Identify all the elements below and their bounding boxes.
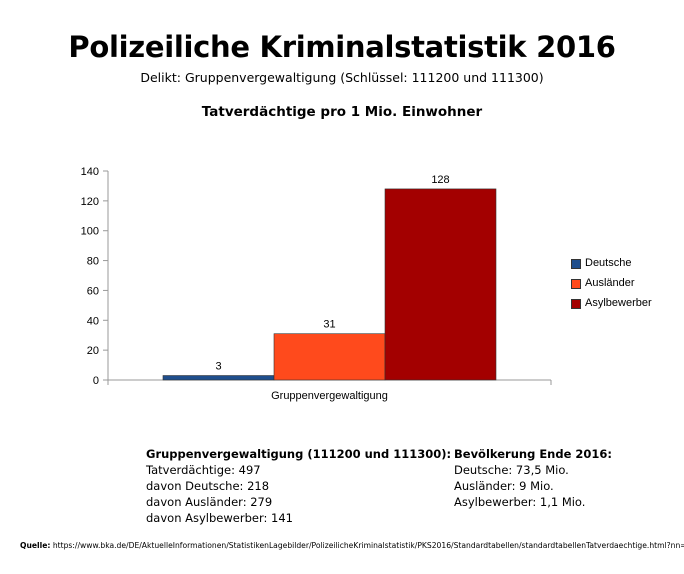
y-tick-label: 60 xyxy=(87,285,99,297)
legend-label: Deutsche xyxy=(585,257,632,269)
y-tick-label: 120 xyxy=(81,196,99,208)
source-label: Quelle: xyxy=(20,541,51,550)
bar-ausländer xyxy=(273,333,386,381)
source-note: Quelle: https://www.bka.de/DE/AktuelleIn… xyxy=(20,541,684,550)
y-tick-label: 100 xyxy=(81,226,99,238)
legend-swatch xyxy=(571,279,581,289)
case-stats-line: Tatverdächtige: 497 xyxy=(146,463,261,477)
source-url: https://www.bka.de/DE/AktuelleInformatio… xyxy=(52,541,684,550)
y-tick-label: 40 xyxy=(87,315,99,327)
population-heading: Bevölkerung Ende 2016: xyxy=(454,447,613,461)
x-category-label: Gruppenvergewaltigung xyxy=(271,390,388,402)
legend-swatch xyxy=(571,259,581,269)
bar-data-label: 128 xyxy=(431,174,449,186)
population-panel: Bevölkerung Ende 2016: Deutsche: 73,5 Mi… xyxy=(454,446,612,510)
y-tick-label: 140 xyxy=(81,166,99,178)
bar-deutsche xyxy=(162,375,275,381)
case-stats-heading: Gruppenvergewaltigung (111200 und 111300… xyxy=(146,447,452,461)
page-title: Polizeiliche Kriminalstatistik 2016 xyxy=(68,30,616,64)
population-line: Ausländer: 9 Mio. xyxy=(454,479,554,493)
chart-title: Tatverdächtige pro 1 Mio. Einwohner xyxy=(201,104,483,120)
population-line: Asylbewerber: 1,1 Mio. xyxy=(454,495,586,509)
y-tick-label: 80 xyxy=(87,256,99,268)
case-stats-line: davon Deutsche: 218 xyxy=(146,479,270,493)
case-stats-line: davon Ausländer: 279 xyxy=(146,495,273,509)
legend-label: Ausländer xyxy=(585,277,635,289)
page-subtitle: Delikt: Gruppenvergewaltigung (Schlüssel… xyxy=(140,70,544,85)
y-tick-label: 0 xyxy=(93,375,99,387)
bar-chart: 0 20 40 60 80 100 120 140 3 31 128 Gruppenvergewalt… xyxy=(81,166,552,402)
bar-data-label: 3 xyxy=(215,361,221,373)
population-line: Deutsche: 73,5 Mio. xyxy=(454,463,569,477)
case-stats-panel: Gruppenvergewaltigung (111200 und 111300… xyxy=(146,446,451,526)
bar-data-label: 31 xyxy=(323,319,335,331)
legend-swatch xyxy=(571,299,581,309)
case-stats-line: davon Asylbewerber: 141 xyxy=(146,511,293,525)
bar-asylbewerber xyxy=(384,188,497,381)
legend-label: Asylbewerber xyxy=(585,297,652,309)
y-tick-label: 20 xyxy=(87,345,99,357)
